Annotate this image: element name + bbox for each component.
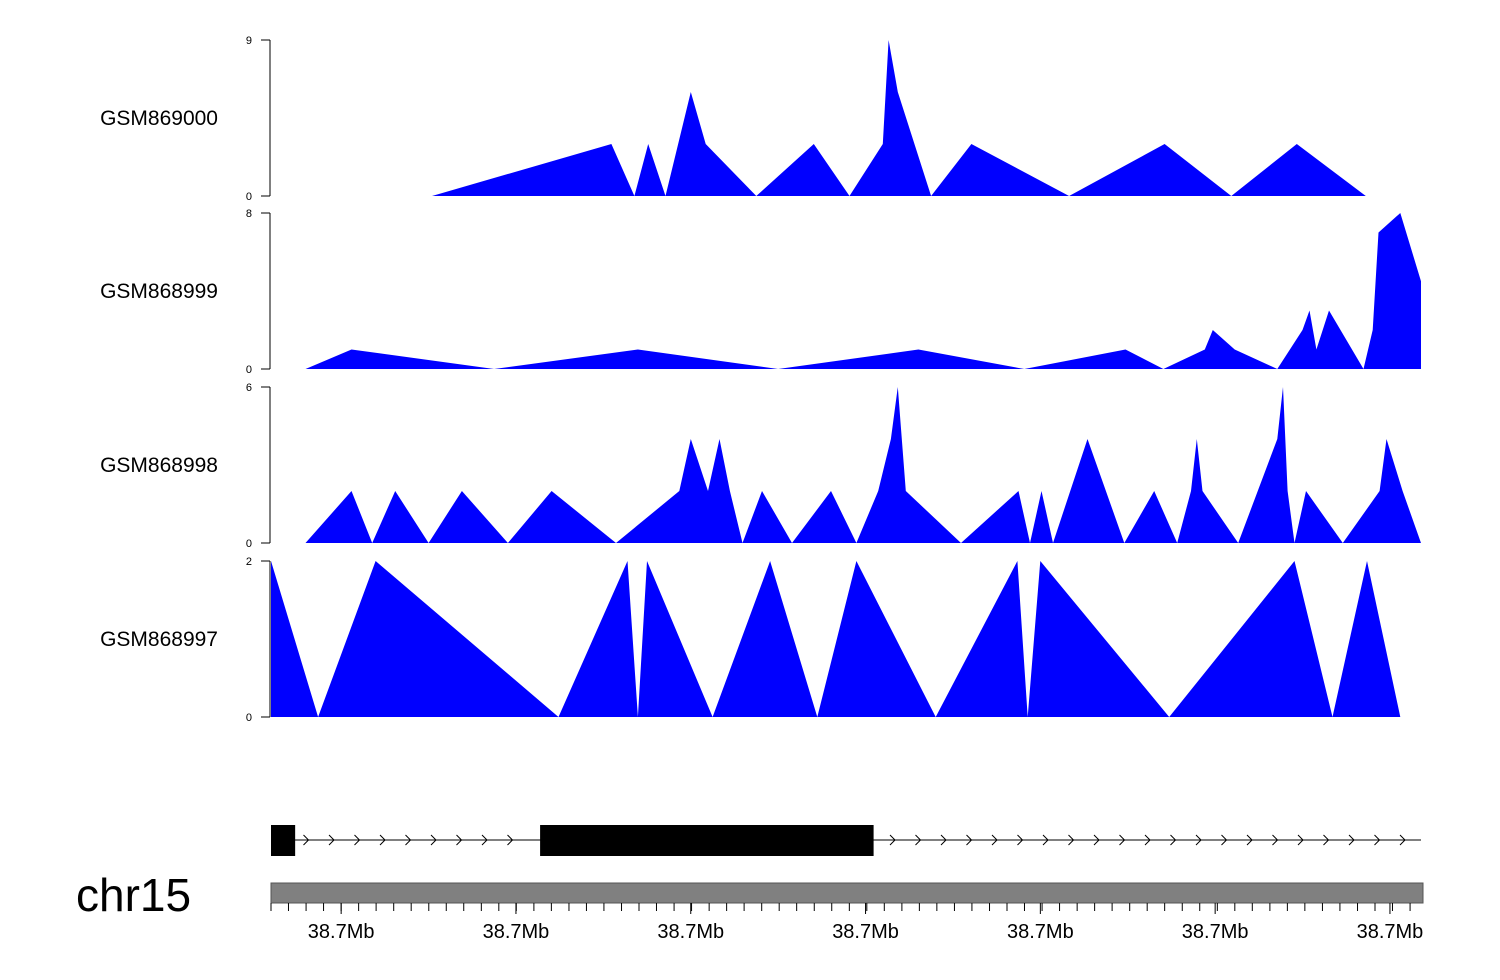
coverage-area: [271, 561, 1401, 717]
y-tick-label: 9: [246, 35, 252, 47]
x-tick-label: 38.7Mb: [657, 921, 724, 943]
coverage-track: GSM868998 0 6: [100, 382, 1421, 550]
strand-arrow: [328, 834, 335, 846]
y-tick-label: 0: [246, 538, 252, 550]
genomic-x-axis: 38.7Mb 38.7Mb 38.7Mb 38.7Mb 38.7Mb 38.7Mb 38.7…: [270, 903, 1424, 943]
track-label: GSM868997: [100, 628, 218, 651]
coverage-area: [305, 387, 1421, 543]
x-tick-label: 38.7Mb: [832, 921, 899, 943]
strand-arrow: [430, 834, 437, 846]
track-label: GSM868999: [100, 280, 218, 303]
strand-arrow: [915, 834, 922, 846]
strand-arrow: [1195, 834, 1202, 846]
strand-arrow: [1221, 834, 1228, 846]
y-tick-label: 0: [246, 712, 252, 724]
x-tick-label: 38.7Mb: [308, 921, 375, 943]
exon-block: [271, 825, 296, 856]
strand-arrow: [456, 834, 463, 846]
strand-arrow: [1297, 834, 1304, 846]
strand-arrow: [1348, 834, 1355, 846]
strand-arrow: [1246, 834, 1253, 846]
strand-arrow: [966, 834, 973, 846]
strand-arrow: [1068, 834, 1075, 846]
strand-arrow: [379, 834, 386, 846]
strand-arrow: [303, 834, 310, 846]
track-label: GSM869000: [100, 107, 218, 130]
strand-arrow: [1093, 834, 1100, 846]
track-label: GSM868998: [100, 454, 218, 477]
chromosome-ideogram: chr15: [76, 869, 1424, 921]
x-tick-label: 38.7Mb: [1357, 921, 1424, 943]
y-tick-label: 8: [246, 208, 252, 220]
strand-arrow: [991, 834, 998, 846]
strand-arrow: [1144, 834, 1151, 846]
coverage-track: GSM868999 0 8: [100, 208, 1421, 376]
y-tick-label: 6: [246, 382, 252, 394]
coverage-tracks: GSM86900009GSM86899908GSM86899806GSM8689…: [100, 35, 1421, 724]
strand-arrow: [1323, 834, 1330, 846]
strand-arrow: [1374, 834, 1381, 846]
strand-arrow: [940, 834, 947, 846]
coverage-track: GSM868997 0 2: [100, 556, 1401, 724]
chromosome-bar: [270, 882, 1424, 904]
coverage-track: GSM869000 0 9: [100, 35, 1366, 203]
strand-arrow: [1170, 834, 1177, 846]
x-tick-label: 38.7Mb: [483, 921, 550, 943]
y-tick-label: 0: [246, 364, 252, 376]
coverage-area: [432, 40, 1366, 196]
y-tick-label: 2: [246, 556, 252, 568]
x-tick-label: 38.7Mb: [1182, 921, 1249, 943]
y-tick-label: 0: [246, 191, 252, 203]
x-tick-label: 38.7Mb: [1007, 921, 1074, 943]
strand-arrow: [507, 834, 514, 846]
strand-arrow: [1042, 834, 1049, 846]
strand-arrow: [1119, 834, 1126, 846]
exon-block: [540, 825, 874, 856]
coverage-area: [305, 213, 1421, 369]
strand-arrow: [1017, 834, 1024, 846]
strand-arrow: [889, 834, 896, 846]
gene-model-track: [271, 825, 1421, 856]
strand-arrow: [405, 834, 412, 846]
strand-arrow: [1272, 834, 1279, 846]
strand-arrow: [1399, 834, 1406, 846]
strand-arrow: [354, 834, 361, 846]
chromosome-label: chr15: [76, 869, 191, 921]
strand-arrow: [481, 834, 488, 846]
